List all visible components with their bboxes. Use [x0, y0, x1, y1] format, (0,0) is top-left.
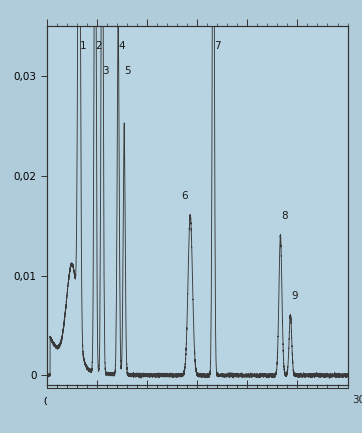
- Text: 3: 3: [103, 66, 109, 76]
- Text: 6: 6: [181, 191, 188, 200]
- Text: 4: 4: [119, 41, 125, 51]
- Text: 30min.: 30min.: [353, 395, 362, 405]
- Text: 2: 2: [96, 41, 102, 51]
- Text: 5: 5: [125, 66, 131, 76]
- Text: 1: 1: [80, 41, 87, 51]
- Text: 9: 9: [291, 291, 298, 301]
- Text: 7: 7: [214, 41, 221, 51]
- Text: 8: 8: [281, 210, 288, 221]
